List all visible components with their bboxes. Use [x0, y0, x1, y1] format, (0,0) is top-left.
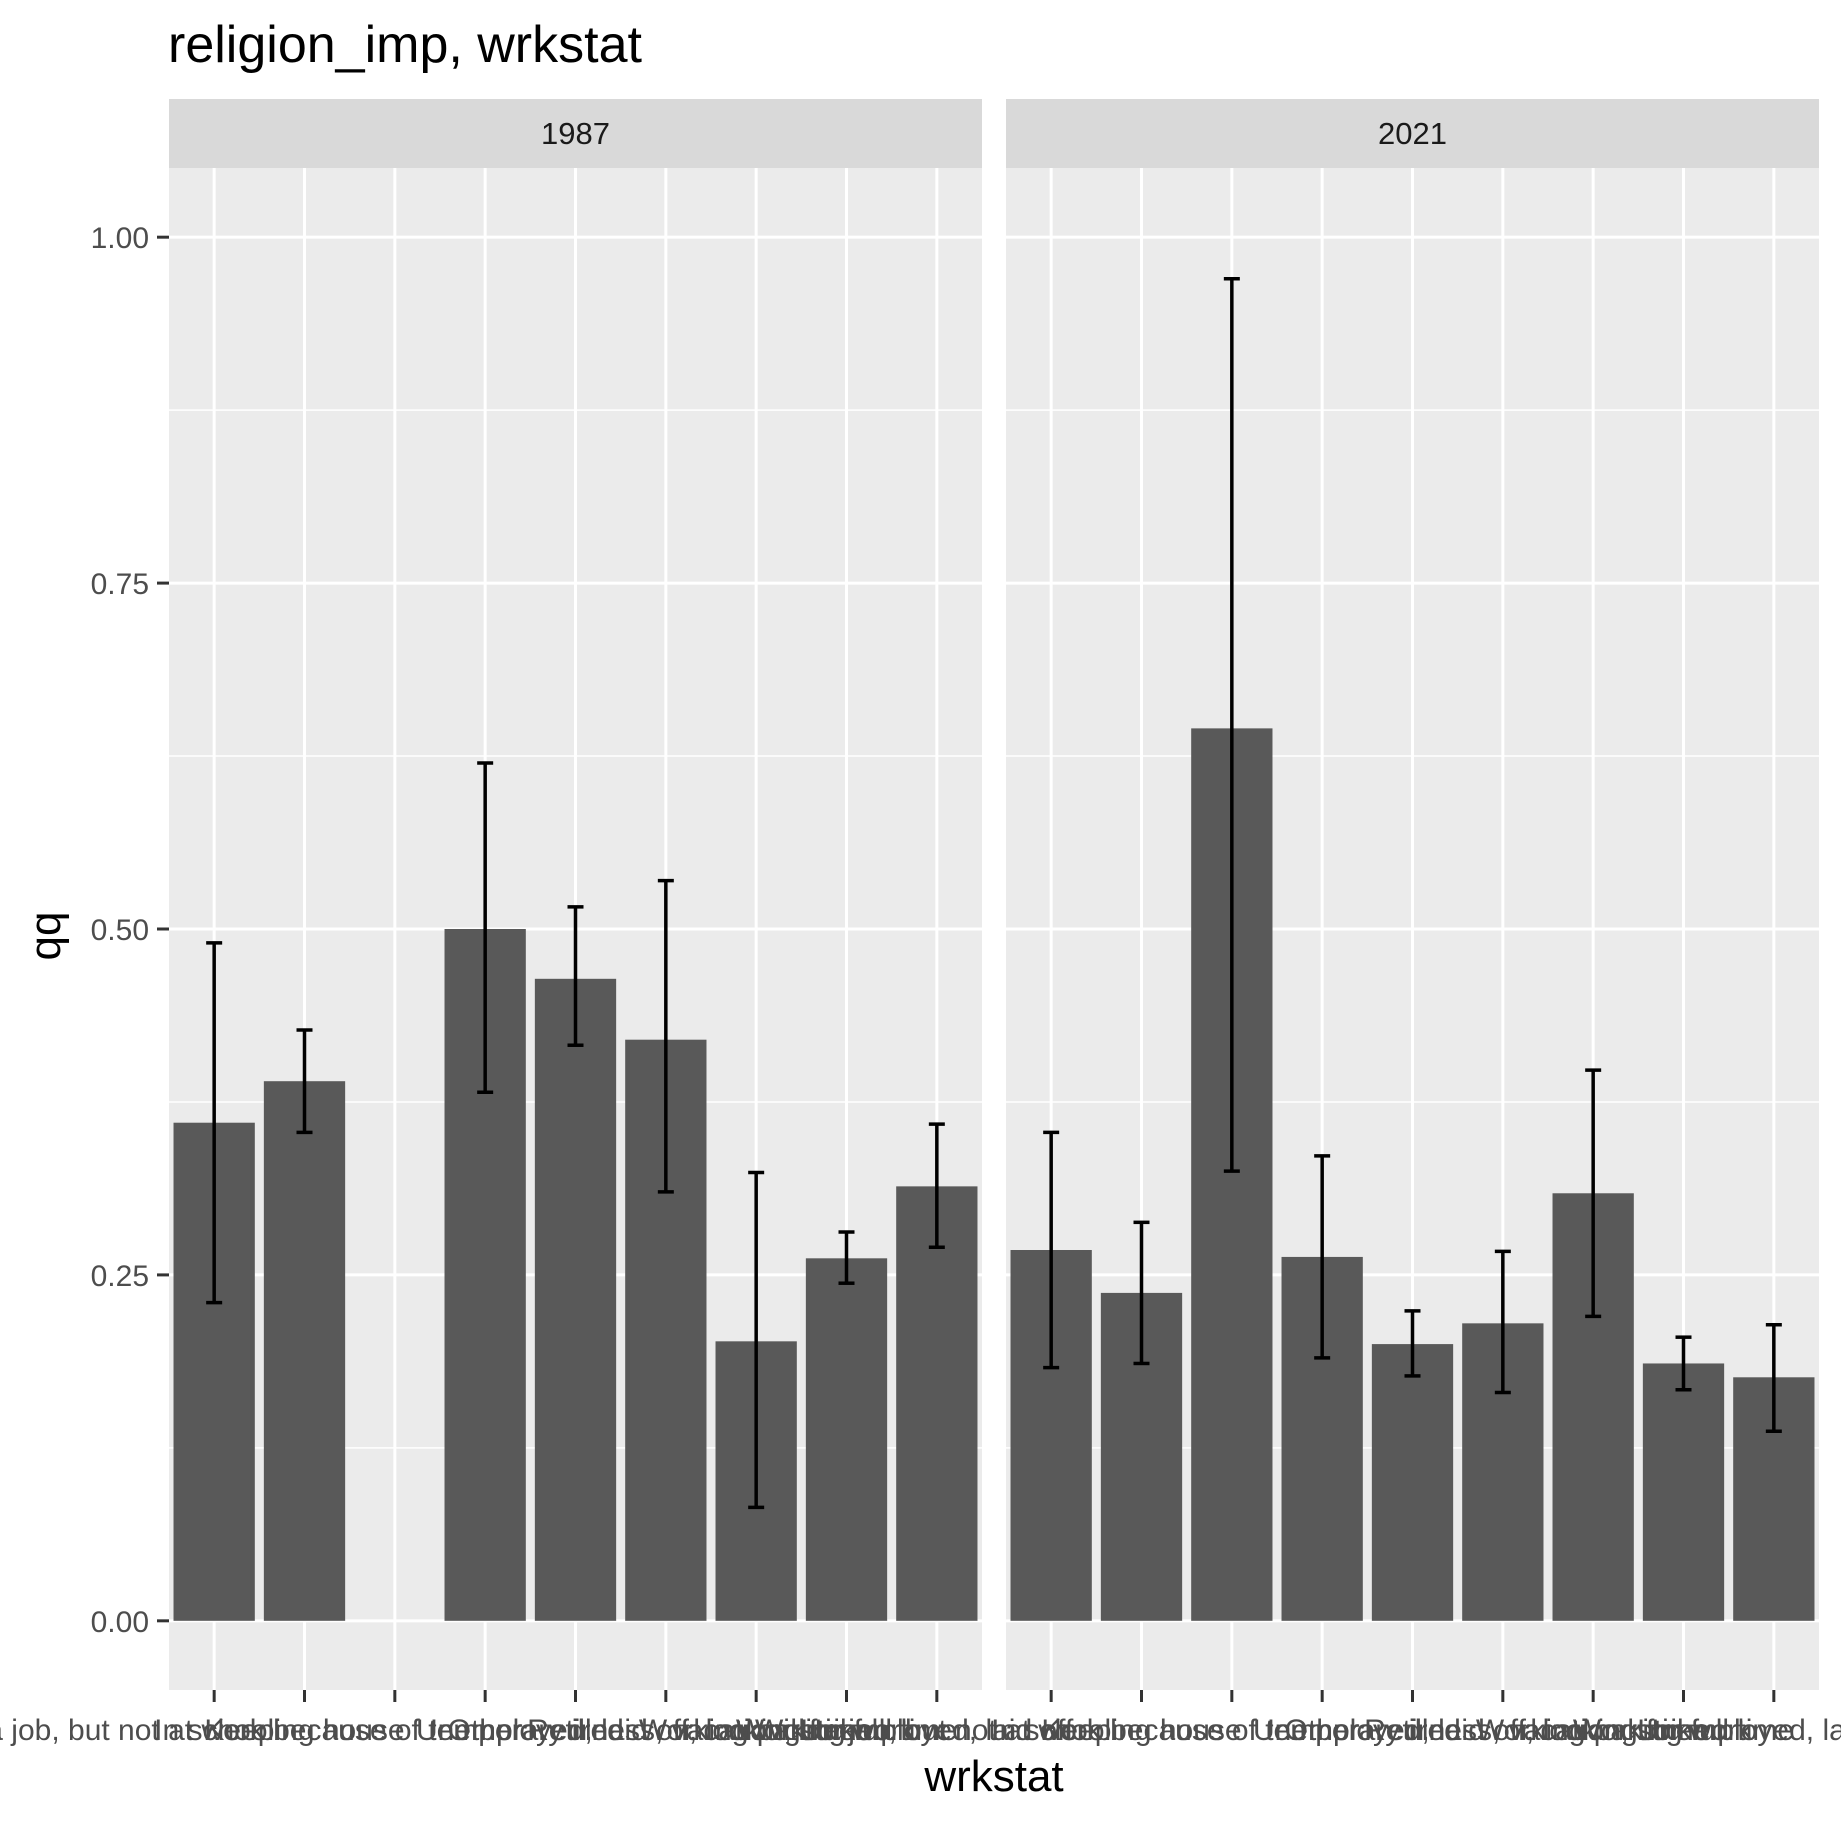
- x-tick-label: Unemployed, laid off: [800, 1714, 1074, 1747]
- x-tick-label: Working full time: [736, 1714, 957, 1747]
- facet-strip-label: 1987: [541, 116, 610, 151]
- y-tick-label: 0.25: [91, 1260, 149, 1293]
- error-bar: [657, 878, 674, 1194]
- error-bar: [928, 1122, 945, 1249]
- y-axis-title: qq: [21, 912, 70, 961]
- bar: [263, 1081, 346, 1621]
- error-bar: [1765, 1322, 1782, 1434]
- y-tick-label: 0.50: [91, 914, 149, 947]
- x-tick-label: In school: [154, 1714, 274, 1747]
- facet-strip-label: 2021: [1378, 116, 1447, 151]
- x-tick-label: Working part time: [1476, 1714, 1711, 1747]
- error-bar: [748, 1170, 765, 1510]
- error-bar: [1585, 1068, 1602, 1319]
- x-tick-label: Retired: [527, 1714, 624, 1747]
- error-bar: [1133, 1220, 1150, 1366]
- x-tick-label: Unemployed, laid off, looking for work: [1253, 1714, 1754, 1747]
- x-tick-label: Working full time: [1573, 1714, 1794, 1747]
- error-bar: [567, 905, 584, 1047]
- x-tick-label: Unemployed, laid off, looking for work: [416, 1714, 917, 1747]
- y-tick-label: 0.00: [91, 1606, 149, 1639]
- error-bar: [296, 1028, 313, 1135]
- x-tick-label: Working part time: [639, 1714, 874, 1747]
- x-tick-label: Keeping house: [204, 1714, 404, 1747]
- error-bar: [1494, 1249, 1511, 1395]
- error-bar: [1043, 1130, 1060, 1370]
- x-tick-label: Other: [448, 1714, 523, 1747]
- y-tick-label: 0.75: [91, 568, 149, 601]
- error-bar: [477, 761, 494, 1095]
- bar: [1371, 1344, 1454, 1621]
- bar: [805, 1258, 888, 1621]
- error-bar: [838, 1230, 855, 1285]
- x-tick-label: Retired: [1364, 1714, 1461, 1747]
- x-axis-title: wrkstat: [923, 1752, 1063, 1801]
- facet-strip: [1006, 99, 1819, 168]
- chart-title: religion_imp, wrkstat: [168, 16, 642, 74]
- x-tick-label: Unemployed, laid off: [1637, 1714, 1841, 1747]
- error-bar: [1223, 276, 1240, 1173]
- x-tick-label: Keeping house: [1041, 1714, 1241, 1747]
- bar: [534, 978, 617, 1621]
- facet-strip: [169, 99, 982, 168]
- error-bar: [1314, 1154, 1331, 1360]
- error-bar: [206, 941, 223, 1305]
- error-bar: [1404, 1309, 1421, 1378]
- x-tick-label: With a job, but not at work because of t…: [755, 1714, 1709, 1747]
- error-bar: [1675, 1335, 1692, 1392]
- x-tick-label: With a job, but not at work because of t…: [0, 1714, 872, 1747]
- y-tick-label: 1.00: [91, 222, 149, 255]
- bar: [896, 1186, 978, 1621]
- bar: [1642, 1363, 1725, 1621]
- x-tick-label: In school: [991, 1714, 1111, 1747]
- x-tick-label: Other: [1285, 1714, 1360, 1747]
